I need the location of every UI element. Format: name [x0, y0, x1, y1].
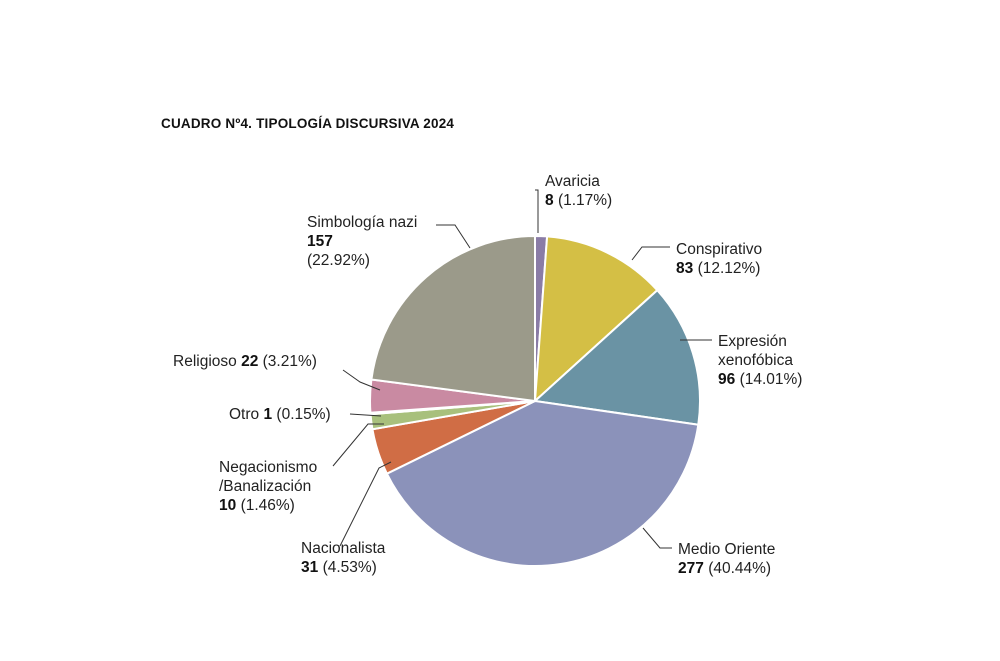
label-negacionismo-pct: (1.46%): [240, 497, 295, 514]
label-simbologia-name: Simbología nazi: [307, 214, 418, 231]
leader-lines: [332, 189, 712, 549]
label-conspirativo-pct: (12.12%): [697, 260, 761, 277]
leader-avaricia: [535, 189, 539, 233]
label-expresion-value: 96: [718, 371, 736, 388]
label-simbologia-pct: (22.92%): [307, 252, 370, 269]
label-avaricia-value: 8: [545, 192, 554, 209]
leader-religioso: [342, 369, 381, 391]
label-expresion-pct: (14.01%): [739, 371, 803, 388]
leader-negacionismo: [332, 423, 384, 467]
label-medio-value: 277: [678, 560, 704, 577]
label-nacionalista-pct: (4.53%): [322, 559, 377, 576]
leader-otro: [349, 413, 382, 417]
leader-medio: [642, 527, 672, 549]
label-expresion: Expresión xenofóbica 96 (14.01%): [718, 332, 802, 389]
label-avaricia-pct: (1.17%): [557, 192, 613, 209]
label-simbologia: Simbología nazi 157 (22.92%): [307, 213, 417, 270]
label-simbologia-value: 157: [307, 233, 333, 250]
pie-slices: [369, 234, 701, 567]
label-avaricia-name: Avaricia: [545, 173, 600, 190]
pie-slice-conspirativo: [533, 235, 659, 404]
leader-nacionalista: [339, 461, 392, 547]
label-medio-oriente: Medio Oriente 277 (40.44%): [678, 540, 775, 578]
label-expresion-name2: xenofóbica: [718, 352, 793, 369]
label-expresion-name1: Expresión: [718, 333, 787, 350]
label-religioso-name: Religioso: [173, 353, 237, 370]
label-negacionismo: Negacionismo /Banalización 10 (1.46%): [219, 458, 317, 515]
pie-slice-medio-oriente: [385, 399, 700, 567]
label-avaricia: Avaricia 8 (1.17%): [545, 172, 612, 210]
label-negacionismo-name2: /Banalización: [219, 478, 312, 495]
label-conspirativo-value: 83: [676, 260, 694, 277]
label-conspirativo-name: Conspirativo: [676, 241, 763, 258]
label-medio-pct: (40.44%): [708, 560, 772, 577]
label-negacionismo-name1: Negacionismo: [219, 459, 318, 476]
label-conspirativo: Conspirativo 83 (12.12%): [676, 240, 762, 278]
pie-slice-simbología-nazi: [370, 234, 536, 403]
leader-simbologia: [436, 224, 471, 249]
leader-conspirativo: [631, 246, 670, 261]
label-otro-name: Otro: [229, 406, 260, 423]
pie-slice-expresión-xenofóbica: [532, 288, 701, 426]
label-otro-pct: (0.15%): [276, 406, 331, 423]
label-religioso-pct: (3.21%): [262, 353, 317, 370]
label-otro-value: 1: [263, 406, 273, 423]
chart-title: CUADRO Nº4. TIPOLOGÍA DISCURSIVA 2024: [161, 116, 455, 131]
label-religioso: Religioso 22 (3.21%): [173, 352, 317, 371]
label-medio-name: Medio Oriente: [678, 541, 776, 558]
label-otro: Otro 1 (0.15%): [229, 405, 331, 424]
label-negacionismo-value: 10: [219, 497, 237, 514]
label-nacionalista-value: 31: [301, 559, 319, 576]
label-nacionalista: Nacionalista 31 (4.53%): [301, 539, 385, 577]
label-nacionalista-name: Nacionalista: [301, 540, 386, 557]
label-religioso-value: 22: [241, 353, 259, 370]
